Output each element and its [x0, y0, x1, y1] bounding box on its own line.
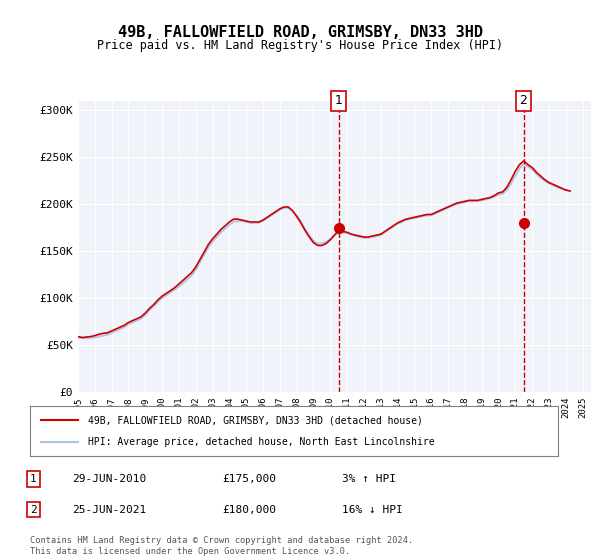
Text: Price paid vs. HM Land Registry's House Price Index (HPI): Price paid vs. HM Land Registry's House … [97, 39, 503, 52]
Text: 29-JUN-2010: 29-JUN-2010 [72, 474, 146, 484]
Text: 3% ↑ HPI: 3% ↑ HPI [342, 474, 396, 484]
Text: 2: 2 [520, 94, 527, 108]
Text: HPI: Average price, detached house, North East Lincolnshire: HPI: Average price, detached house, Nort… [88, 437, 435, 447]
Text: £180,000: £180,000 [222, 505, 276, 515]
Text: 16% ↓ HPI: 16% ↓ HPI [342, 505, 403, 515]
Text: 49B, FALLOWFIELD ROAD, GRIMSBY, DN33 3HD: 49B, FALLOWFIELD ROAD, GRIMSBY, DN33 3HD [118, 25, 482, 40]
Text: 2: 2 [30, 505, 37, 515]
Text: 25-JUN-2021: 25-JUN-2021 [72, 505, 146, 515]
Text: Contains HM Land Registry data © Crown copyright and database right 2024.
This d: Contains HM Land Registry data © Crown c… [30, 536, 413, 556]
Text: £175,000: £175,000 [222, 474, 276, 484]
Text: 49B, FALLOWFIELD ROAD, GRIMSBY, DN33 3HD (detached house): 49B, FALLOWFIELD ROAD, GRIMSBY, DN33 3HD… [88, 415, 423, 425]
Text: 1: 1 [335, 94, 343, 108]
Text: 1: 1 [30, 474, 37, 484]
